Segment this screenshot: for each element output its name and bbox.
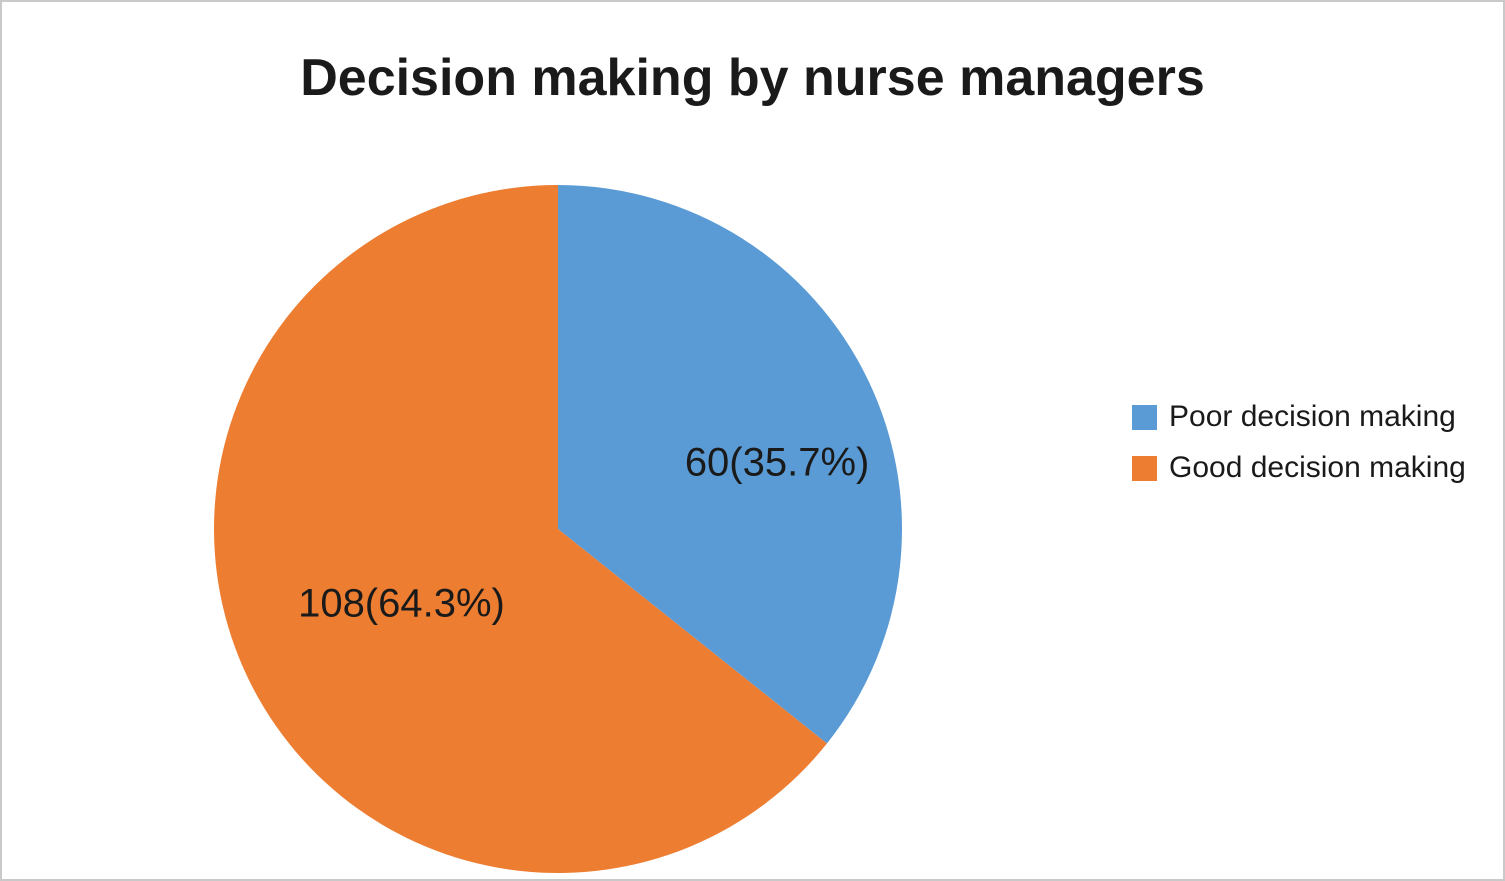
pie-slice-0 bbox=[558, 185, 902, 744]
legend: Poor decision making Good decision makin… bbox=[1132, 400, 1466, 485]
chart-title: Decision making by nurse managers bbox=[300, 49, 1205, 107]
legend-swatch-good-icon bbox=[1132, 455, 1157, 481]
pie-slice-1 bbox=[214, 185, 827, 873]
legend-label-poor: Poor decision making bbox=[1169, 400, 1456, 433]
legend-label-good: Good decision making bbox=[1169, 451, 1466, 484]
legend-swatch-poor-icon bbox=[1132, 404, 1157, 430]
legend-item-poor-decision: Poor decision making bbox=[1132, 400, 1466, 434]
legend-item-good-decision: Good decision making bbox=[1132, 451, 1466, 485]
